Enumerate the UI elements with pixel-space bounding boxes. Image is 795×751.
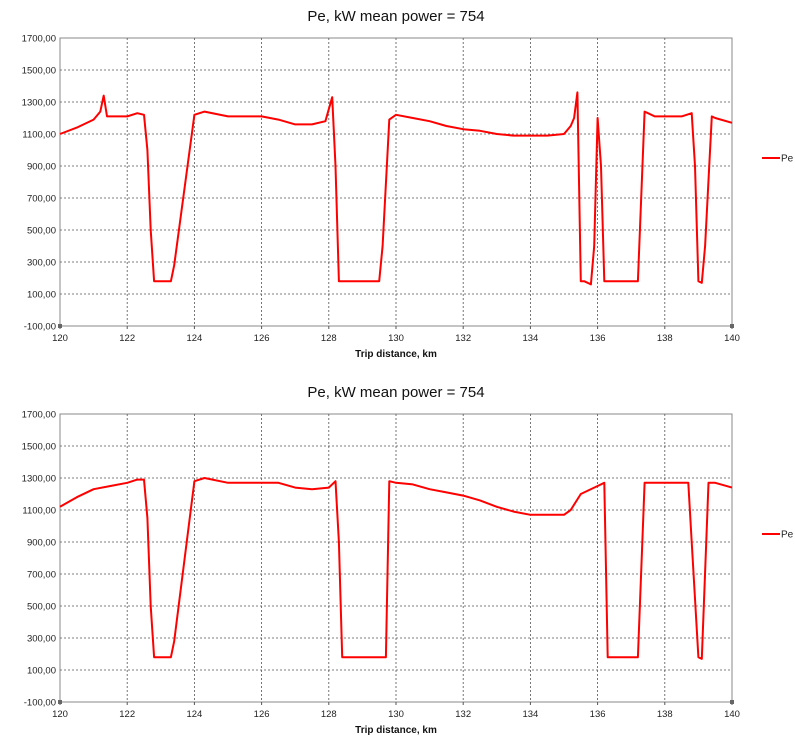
x-tick-label: 120 (52, 333, 68, 344)
y-tick-label: 300,00 (27, 634, 56, 645)
chart-panel-top: Pe, kW mean power = 754 -100,00 100,00 300… (22, 8, 794, 361)
y-tick-label: 1300,00 (22, 98, 56, 109)
x-tick-label: 132 (455, 333, 471, 344)
x-tick-label: 120 (52, 709, 68, 720)
axis-origin-marker (58, 324, 62, 328)
axis-end-marker (730, 324, 734, 328)
y-tick-label: 500,00 (27, 602, 56, 613)
y-tick-label: 700,00 (27, 570, 56, 581)
x-tick-label: 126 (254, 333, 270, 344)
axis-end-marker (730, 700, 734, 704)
y-tick-label: 300,00 (27, 258, 56, 269)
x-tick-label: 128 (321, 709, 337, 720)
y-tick-label: 700,00 (27, 194, 56, 205)
legend-label: Pe (781, 154, 794, 165)
y-tick-label: 500,00 (27, 226, 56, 237)
x-tick-label: 136 (590, 709, 606, 720)
line-chart-bottom: -100,00 100,00 300,00 500,00 700,00 900,00 110… (22, 410, 794, 737)
y-tick-label: 1700,00 (22, 410, 56, 421)
x-tick-label: 124 (186, 333, 202, 344)
x-tick-label: 124 (186, 709, 202, 720)
series-line-pe (59, 91, 733, 286)
line-chart-top: -100,00 100,00 300,00 500,00 700,00 900,00 110… (22, 34, 794, 361)
x-tick-label: 130 (388, 333, 404, 344)
y-tick-label: 100,00 (27, 666, 56, 677)
y-tick-label: 1700,00 (22, 34, 56, 45)
legend-label: Pe (781, 530, 794, 541)
axis-origin-marker (58, 700, 62, 704)
chart-panel-bottom: Pe, kW mean power = 754 -100,00 100,00 300… (0, 376, 795, 751)
y-tick-label: 1300,00 (22, 474, 56, 485)
x-tick-label: 126 (254, 709, 270, 720)
y-tick-label: 900,00 (27, 538, 56, 549)
x-tick-label: 122 (119, 709, 135, 720)
x-tick-label: 130 (388, 709, 404, 720)
x-tick-label: 138 (657, 709, 673, 720)
y-tick-label: -100,00 (24, 698, 56, 709)
chart-title: Pe, kW mean power = 754 (307, 8, 485, 25)
y-tick-label: 1500,00 (22, 442, 56, 453)
y-tick-label: 1100,00 (22, 130, 56, 141)
x-tick-label: 134 (522, 333, 538, 344)
x-tick-label: 132 (455, 709, 471, 720)
x-axis-label: Trip distance, km (355, 725, 437, 736)
series-line-pe (59, 477, 733, 660)
x-tick-label: 140 (724, 709, 740, 720)
chart-title: Pe, kW mean power = 754 (307, 384, 485, 401)
x-tick-label: 140 (724, 333, 740, 344)
y-tick-label: 1100,00 (22, 506, 56, 517)
x-tick-label: 138 (657, 333, 673, 344)
x-tick-label: 128 (321, 333, 337, 344)
x-tick-label: 122 (119, 333, 135, 344)
x-tick-label: 134 (522, 709, 538, 720)
y-tick-label: 1500,00 (22, 66, 56, 77)
y-tick-label: 100,00 (27, 290, 56, 301)
y-tick-label: 900,00 (27, 162, 56, 173)
y-tick-label: -100,00 (24, 322, 56, 333)
x-axis-label: Trip distance, km (355, 349, 437, 360)
x-tick-label: 136 (590, 333, 606, 344)
